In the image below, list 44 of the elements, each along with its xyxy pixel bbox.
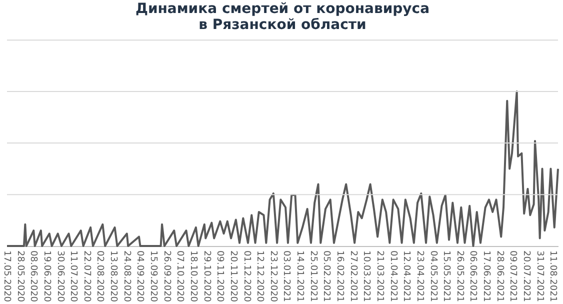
x-tick-label: 09.07.2021 <box>508 250 518 302</box>
x-tick-label: 31.07.2021 <box>534 250 544 302</box>
x-tick-label: 27.02.2021 <box>348 250 358 302</box>
x-tick-label: 25.01.2021 <box>308 250 318 302</box>
text: Динамика смертей от коронавируса <box>135 1 430 17</box>
x-tick-label: 17.06.2021 <box>481 250 492 302</box>
x-tick-label: 04.05.2021 <box>428 250 438 302</box>
x-tick-label: 11.08.2021 <box>548 250 558 302</box>
x-tick-label: 06.06.2021 <box>468 250 478 302</box>
x-tick-label: 09.11.2020 <box>214 250 225 302</box>
x-tick-label: 05.02.2021 <box>321 250 332 302</box>
x-tick-label: 26.09.2020 <box>161 250 172 302</box>
x-tick-label: 01.04.2021 <box>388 250 398 302</box>
x-tick-label: 15.05.2021 <box>441 250 452 302</box>
x-tick-label: 28.06.2021 <box>494 250 504 302</box>
x-tick-label: 28.05.2020 <box>14 250 25 302</box>
x-tick-label: 26.05.2021 <box>454 250 464 302</box>
x-tick-label: 14.01.2021 <box>294 250 305 302</box>
x-tick-label: 16.02.2021 <box>334 250 345 302</box>
text: в Рязанской области <box>198 17 366 33</box>
x-tick-label: 07.10.2020 <box>174 250 185 302</box>
x-tick-label: 17.05.2020 <box>2 250 12 302</box>
x-tick-label: 11.07.2020 <box>68 250 78 302</box>
x-tick-label: 20.07.2021 <box>521 250 532 302</box>
x-tick-label: 20.11.2020 <box>228 250 238 302</box>
x-tick-label: 23.04.2021 <box>414 250 424 302</box>
x-tick-label: 03.01.2021 <box>281 250 292 302</box>
x-tick-label: 18.10.2020 <box>188 250 198 302</box>
x-tick-label: 01.12.2020 <box>241 250 252 302</box>
x-tick-label: 13.08.2020 <box>108 250 118 302</box>
x-tick-label: 12.12.2020 <box>254 250 265 302</box>
x-tick-label: 02.08.2020 <box>94 250 105 302</box>
x-tick-label: 30.06.2020 <box>54 250 65 302</box>
x-tick-label: 19.06.2020 <box>41 250 52 302</box>
x-tick-label: 22.07.2020 <box>81 250 92 302</box>
x-tick-label: 15.09.2020 <box>148 250 158 302</box>
x-tick-label: 12.04.2021 <box>401 250 412 302</box>
x-tick-label: 23.12.2020 <box>268 250 278 302</box>
x-tick-label: 24.08.2020 <box>121 250 132 302</box>
x-tick-label: 04.09.2020 <box>134 250 145 302</box>
x-tick-label: 08.06.2020 <box>28 250 38 302</box>
x-tick-label: 10.03.2021 <box>361 250 372 302</box>
x-tick-label: 29.10.2020 <box>201 250 212 302</box>
x-tick-label: 21.03.2021 <box>374 250 384 302</box>
